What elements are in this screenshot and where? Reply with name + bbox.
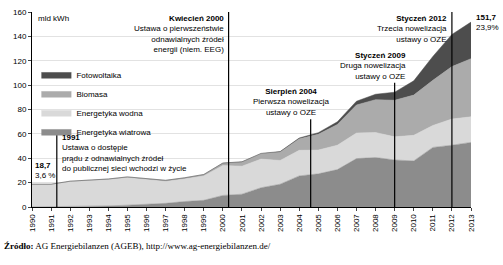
svg-text:2004: 2004: [295, 214, 304, 232]
svg-text:Biomasa: Biomasa: [76, 90, 108, 99]
svg-text:1995: 1995: [123, 214, 132, 232]
svg-text:Styczeń 2009Druga nowelizacjau: Styczeń 2009Druga nowelizacjaustawy o OZ…: [340, 51, 406, 81]
svg-text:2001: 2001: [238, 214, 247, 232]
svg-text:mld kWh: mld kWh: [38, 14, 69, 23]
svg-text:2011: 2011: [428, 214, 437, 232]
svg-text:2010: 2010: [409, 214, 418, 232]
svg-text:1994: 1994: [104, 214, 113, 232]
svg-text:40: 40: [17, 154, 26, 163]
svg-text:Źródło: AG Energiebilanzen (AG: Źródło: AG Energiebilanzen (AGEB), http:…: [4, 241, 271, 251]
svg-text:2009: 2009: [390, 214, 399, 232]
svg-text:Energetyka wiatrowa: Energetyka wiatrowa: [76, 128, 151, 137]
svg-text:2013: 2013: [467, 214, 476, 232]
svg-text:140: 140: [13, 32, 27, 41]
svg-text:Sierpień 2004Pierwsza noweliza: Sierpień 2004Pierwsza nowelizacjaustawy …: [253, 87, 330, 117]
svg-text:160: 160: [13, 8, 27, 17]
svg-text:20: 20: [17, 178, 26, 187]
svg-text:2012: 2012: [448, 214, 457, 232]
svg-text:18,73,6 %: 18,73,6 %: [35, 161, 55, 180]
svg-text:1992: 1992: [66, 214, 75, 232]
svg-text:80: 80: [17, 105, 26, 114]
svg-text:Energetyka wodna: Energetyka wodna: [76, 109, 143, 118]
svg-text:Styczeń 2012Trzecia nowelizacj: Styczeń 2012Trzecia nowelizacjaustawy o …: [377, 14, 447, 44]
svg-text:2005: 2005: [314, 214, 323, 232]
svg-text:1998: 1998: [180, 214, 189, 232]
svg-text:1996: 1996: [142, 214, 151, 232]
svg-text:0: 0: [22, 203, 27, 212]
svg-text:2000: 2000: [218, 214, 227, 232]
svg-text:100: 100: [13, 81, 27, 90]
svg-text:2006: 2006: [333, 214, 342, 232]
svg-text:1993: 1993: [85, 214, 94, 232]
svg-text:1991: 1991: [47, 214, 56, 232]
svg-text:120: 120: [13, 57, 27, 66]
svg-text:2003: 2003: [276, 214, 285, 232]
svg-text:1997: 1997: [161, 214, 170, 232]
svg-text:Kwiecień 2000Ustawa o pierwsze: Kwiecień 2000Ustawa o pierwszeństwieodna…: [134, 14, 224, 54]
svg-text:1999: 1999: [199, 214, 208, 232]
svg-text:2007: 2007: [352, 214, 361, 232]
svg-text:1991Ustawa o dostępieprądu z o: 1991Ustawa o dostępieprądu z odnawialnyc…: [62, 133, 187, 173]
svg-text:Fotowoltaika: Fotowoltaika: [76, 71, 121, 80]
svg-text:2008: 2008: [371, 214, 380, 232]
svg-text:1990: 1990: [28, 214, 37, 232]
svg-text:151,723,9%: 151,723,9%: [476, 13, 499, 32]
svg-text:2002: 2002: [257, 214, 266, 232]
svg-text:60: 60: [17, 130, 26, 139]
